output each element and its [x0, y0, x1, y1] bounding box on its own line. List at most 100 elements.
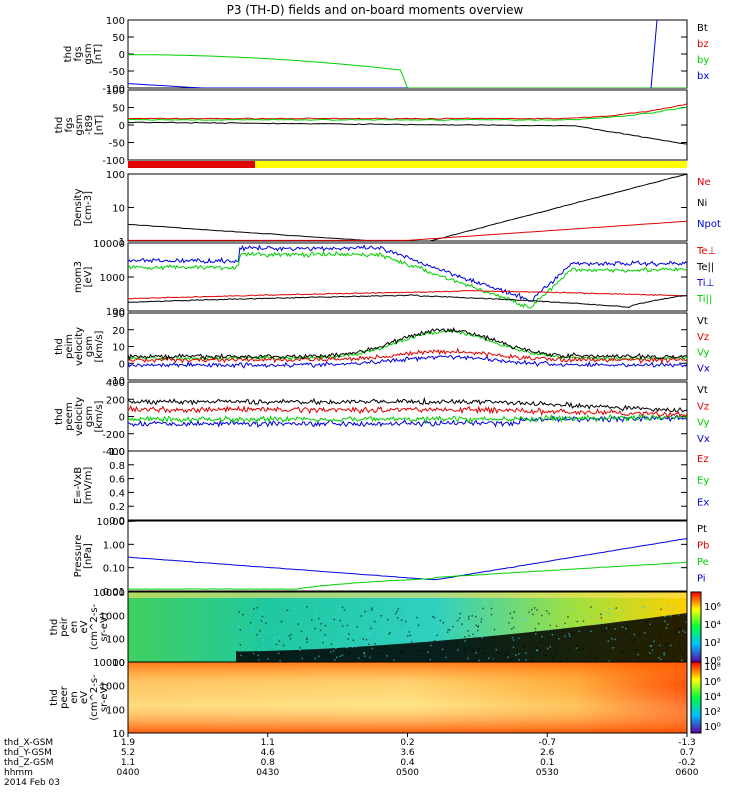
y-axis-label: thd [54, 117, 65, 134]
spectrogram-pixel [669, 636, 671, 639]
spectrogram-pixel [568, 633, 570, 635]
y-tick-label: 200 [106, 395, 125, 406]
spectrogram-pixel [552, 656, 554, 659]
spectrogram-pixel [334, 659, 336, 661]
y-axis-label: [mV/m] [83, 467, 94, 505]
x-tick-label-z: 0.1 [540, 758, 554, 768]
spectrogram-pixel [446, 617, 448, 620]
spectrogram-pixel [364, 610, 366, 613]
spectrogram-pixel [339, 655, 342, 657]
spectrogram-pixel [518, 637, 520, 640]
spectrogram-pixel [370, 627, 372, 630]
y-tick-label: -100 [102, 84, 125, 95]
spectrogram-pixel [368, 632, 370, 634]
spectrogram-pixel [464, 650, 466, 653]
legend-ti⊥: Ti⊥ [696, 278, 714, 289]
spectrogram-pixel [663, 653, 665, 656]
spectrogram-pixel [340, 630, 343, 632]
spectrogram-pixel [623, 631, 626, 634]
spectrogram-pixel [395, 637, 397, 639]
spectrogram-pixel [323, 637, 325, 640]
spectrogram-pixel [543, 627, 545, 629]
spectrogram-pixel [401, 650, 403, 653]
spectrogram-pixel [679, 640, 681, 642]
spectrogram-pixel [443, 655, 446, 658]
spectrogram-pixel [374, 643, 376, 645]
spectrogram-pixel [339, 619, 342, 622]
series-by [128, 54, 687, 88]
spectrogram-pixel [237, 627, 239, 629]
spectrogram-pixel [322, 641, 324, 644]
spectrogram-pixel [330, 643, 333, 645]
spectrogram-pixel [378, 636, 381, 638]
spectrogram-pixel [504, 655, 507, 657]
spectrogram-pixel [316, 617, 318, 619]
spectrogram-pixel [510, 616, 512, 618]
y-tick-label: 50 [112, 33, 125, 44]
spectrogram-pixel [664, 643, 667, 646]
spectrogram-pixel [430, 644, 432, 647]
series-bt [128, 121, 687, 145]
y-axis-label: [nPa] [83, 543, 94, 569]
spectrogram-pixel [455, 645, 458, 647]
spectrogram-pixel [658, 657, 660, 659]
y-tick-label: -10 [109, 376, 125, 387]
y-axis-label: Density [73, 188, 84, 226]
spectrogram-pixel [311, 619, 313, 621]
spectrogram-pixel [511, 636, 514, 639]
spectrogram-pixel [622, 650, 624, 653]
spectrogram-pixel [674, 627, 676, 629]
spectrogram-pixel [253, 608, 255, 610]
spectrogram-pixel [638, 657, 640, 659]
spectrogram-pixel [562, 630, 564, 633]
spectrogram-pixel [296, 648, 298, 650]
spectrogram-pixel [672, 607, 675, 609]
spectrogram-pixel [294, 608, 296, 610]
y-tick-label: 0.4 [109, 488, 125, 499]
spectrogram-pixel [495, 648, 497, 651]
spectrogram-pixel [306, 641, 308, 643]
spectrogram-pixel [638, 619, 640, 622]
spectrogram-pixel [508, 622, 510, 624]
spectrogram-pixel [650, 650, 652, 652]
spectrogram-pixel [351, 646, 354, 648]
spectrogram-pixel [539, 641, 542, 644]
spectrogram-pixel [651, 649, 653, 652]
spectrogram-pixel [256, 634, 258, 636]
y-axis-label: mom3 [73, 261, 84, 293]
spectrogram-pixel [475, 655, 477, 658]
spectrogram-low-energy [236, 613, 687, 662]
y-tick-label: 10.00 [96, 517, 125, 528]
spectrogram-pixel [423, 634, 425, 637]
spectrogram-pixel [448, 629, 451, 631]
spectrogram-pixel [647, 635, 650, 638]
y-tick-label: 100 [106, 86, 125, 97]
y-tick-label: 100 [106, 16, 125, 27]
spectrogram-pixel [643, 632, 646, 634]
spectrogram-pixel [367, 633, 370, 635]
spectrogram-pixel [510, 658, 513, 661]
spectrogram-pixel [238, 625, 241, 628]
spectrogram-pixel [607, 612, 609, 614]
y-axis-label: thd [63, 46, 74, 63]
x-tick-label-y: 2.6 [540, 748, 555, 758]
spectrogram-pixel [578, 630, 580, 633]
spectrogram-pixel [537, 623, 540, 625]
y-axis-label: velocity [74, 397, 85, 436]
spectrogram-pixel [491, 658, 494, 660]
spectrogram-pixel [576, 620, 579, 623]
legend-pi: Pi [697, 574, 706, 585]
spectrogram-pixel [654, 617, 656, 620]
spectrogram-pixel [409, 634, 412, 637]
spectrogram-pixel [277, 652, 280, 655]
spectrogram-pixel [650, 645, 653, 647]
spectrogram-pixel [507, 654, 509, 656]
spectrogram-pixel [362, 638, 364, 640]
spectrogram-pixel [464, 636, 466, 638]
spectrogram-pixel [566, 658, 568, 660]
spectrogram-pixel [314, 657, 316, 660]
y-tick-label: 100 [106, 307, 125, 318]
spectrogram-pixel [541, 614, 543, 617]
panel-11: 10000 1000 100 10 thd peer en eV (cm^2-s-sr-eV) [49, 658, 688, 740]
spectrogram-pixel [543, 654, 545, 657]
